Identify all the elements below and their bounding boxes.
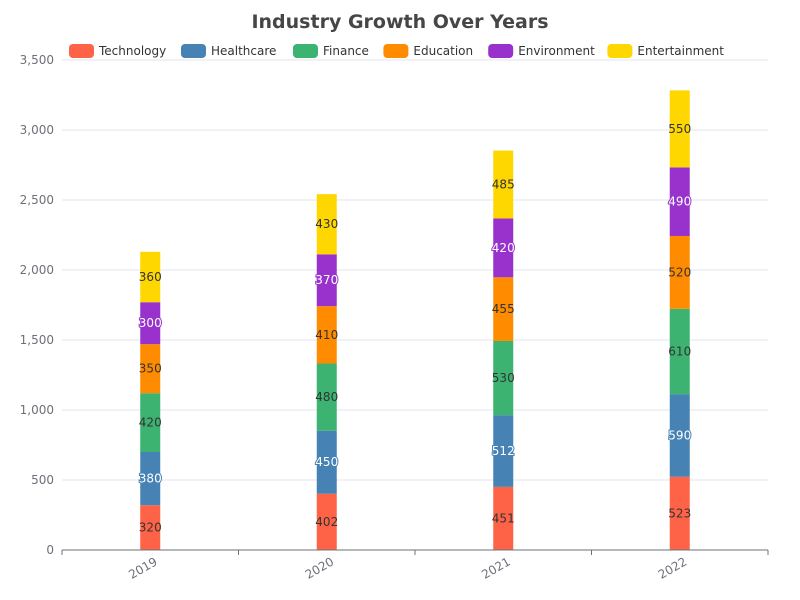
bar-education-2020[interactable]	[316, 306, 337, 364]
bar-technology-2022[interactable]	[669, 476, 690, 550]
legend-label: Healthcare	[211, 44, 276, 58]
x-tick-label: 2021	[479, 554, 512, 581]
y-tick-label: 2,500	[20, 193, 54, 207]
legend-swatch	[181, 44, 206, 58]
legend-label: Education	[413, 44, 473, 58]
bar-technology-2020[interactable]	[316, 493, 337, 550]
bar-environment-2021[interactable]	[493, 218, 514, 278]
legend-label: Environment	[518, 44, 595, 58]
data-labels: 320 380 420 350 300 360 402 450 480 410 370 430 451 5…	[138, 122, 692, 535]
x-tick-label: 2019	[126, 554, 159, 581]
legend: Technology Healthcare Finance Education Envi…	[69, 44, 724, 58]
data-label: 485	[492, 178, 515, 192]
data-label: 410	[315, 328, 338, 342]
data-label: 450	[315, 455, 338, 469]
y-axis: 0 500 1,000 1,500 2,000 2,500 3,000 3,500	[20, 53, 54, 557]
y-tick-label: 2,000	[20, 263, 54, 277]
data-label: 550	[668, 122, 691, 136]
bar-environment-2019[interactable]	[140, 302, 161, 345]
bar-education-2019[interactable]	[140, 344, 161, 394]
data-label: 430	[315, 217, 338, 231]
y-tick-label: 3,500	[20, 53, 54, 67]
legend-swatch	[488, 44, 514, 58]
bar-entertainment-2019[interactable]	[140, 251, 161, 303]
y-tick-label: 1,500	[20, 333, 54, 347]
bar-environment-2020[interactable]	[316, 254, 337, 307]
x-axis: 2019 2020 2021 2022	[61, 549, 769, 582]
data-label: 455	[492, 302, 515, 316]
y-tick-label: 1,000	[20, 403, 54, 417]
bar-environment-2022[interactable]	[669, 167, 690, 236]
bar-entertainment-2021[interactable]	[493, 150, 514, 219]
data-label: 451	[492, 511, 515, 525]
data-label: 360	[139, 270, 162, 284]
legend-swatch	[383, 44, 409, 58]
bar-technology-2019[interactable]	[140, 505, 161, 550]
data-label: 490	[668, 195, 691, 209]
bar-healthcare-2019[interactable]	[140, 452, 161, 506]
legend-swatch	[607, 44, 633, 58]
legend-swatch	[293, 44, 318, 58]
y-tick-label: 500	[31, 473, 54, 487]
legend-item-technology[interactable]: Technology	[69, 44, 166, 58]
x-tick-label: 2022	[656, 554, 689, 581]
data-label: 480	[315, 390, 338, 404]
data-label: 590	[668, 428, 691, 442]
legend-item-finance[interactable]: Finance	[293, 44, 369, 58]
data-label: 530	[492, 371, 515, 385]
bar-education-2022[interactable]	[669, 235, 690, 309]
bar-finance-2019[interactable]	[140, 393, 161, 452]
gridlines	[62, 59, 768, 481]
y-tick-label: 0	[46, 543, 54, 557]
data-label: 320	[139, 521, 162, 535]
data-label: 520	[668, 265, 691, 279]
bar-technology-2021[interactable]	[493, 486, 514, 550]
y-tick-label: 3,000	[20, 123, 54, 137]
data-label: 350	[139, 362, 162, 376]
data-label: 420	[492, 241, 515, 255]
bar-healthcare-2021[interactable]	[493, 415, 514, 487]
chart-title: Industry Growth Over Years	[251, 11, 548, 33]
x-tick-label: 2020	[303, 554, 336, 581]
bar-finance-2022[interactable]	[669, 308, 690, 395]
data-label: 610	[668, 344, 691, 358]
bar-education-2021[interactable]	[493, 277, 514, 341]
data-label: 380	[139, 472, 162, 486]
legend-label: Entertainment	[637, 44, 724, 58]
bar-entertainment-2020[interactable]	[316, 194, 337, 255]
bar-healthcare-2022[interactable]	[669, 394, 690, 477]
legend-item-entertainment[interactable]: Entertainment	[607, 44, 724, 58]
legend-label: Finance	[323, 44, 369, 58]
legend-label: Technology	[98, 44, 166, 58]
legend-item-environment[interactable]: Environment	[488, 44, 595, 58]
data-label: 300	[139, 316, 162, 330]
legend-item-healthcare[interactable]: Healthcare	[181, 44, 276, 58]
data-label: 370	[315, 273, 338, 287]
legend-swatch	[69, 44, 94, 58]
data-label: 420	[139, 416, 162, 430]
bars	[140, 90, 690, 550]
bar-entertainment-2022[interactable]	[669, 90, 690, 168]
legend-item-education[interactable]: Education	[383, 44, 473, 58]
bar-healthcare-2020[interactable]	[316, 430, 337, 494]
bar-finance-2020[interactable]	[316, 363, 337, 431]
data-label: 512	[492, 444, 515, 458]
data-label: 523	[668, 506, 691, 520]
data-label: 402	[315, 515, 338, 529]
bar-finance-2021[interactable]	[493, 340, 514, 416]
